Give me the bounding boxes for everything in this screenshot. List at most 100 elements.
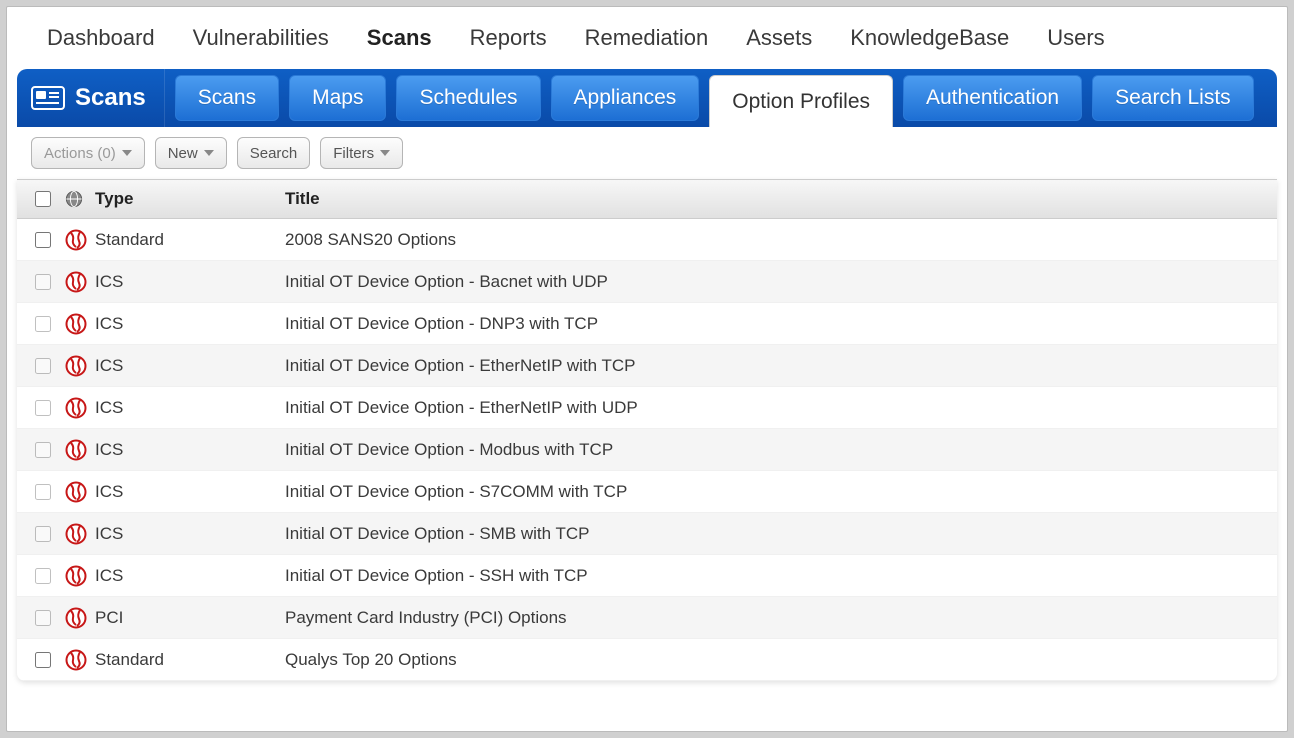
topnav-item-users[interactable]: Users bbox=[1047, 25, 1104, 51]
row-checkbox-cell bbox=[31, 397, 65, 419]
actions-label: Actions (0) bbox=[44, 145, 116, 162]
row-checkbox[interactable] bbox=[35, 568, 51, 584]
row-checkbox[interactable] bbox=[35, 232, 51, 248]
globe-icon bbox=[65, 607, 87, 629]
row-icon-cell bbox=[65, 355, 95, 377]
row-type: ICS bbox=[95, 272, 285, 292]
globe-icon bbox=[65, 190, 83, 208]
row-checkbox[interactable] bbox=[35, 358, 51, 374]
table-row[interactable]: Standard 2008 SANS20 Options bbox=[17, 219, 1277, 261]
table-row[interactable]: ICS Initial OT Device Option - S7COMM wi… bbox=[17, 471, 1277, 513]
topnav-item-vulnerabilities[interactable]: Vulnerabilities bbox=[193, 25, 329, 51]
row-checkbox[interactable] bbox=[35, 274, 51, 290]
row-title: Initial OT Device Option - DNP3 with TCP bbox=[285, 314, 1277, 334]
row-icon-cell bbox=[65, 649, 95, 671]
table-row[interactable]: ICS Initial OT Device Option - EtherNetI… bbox=[17, 387, 1277, 429]
table-row[interactable]: ICS Initial OT Device Option - DNP3 with… bbox=[17, 303, 1277, 345]
row-title: Initial OT Device Option - SMB with TCP bbox=[285, 524, 1277, 544]
table-row[interactable]: ICS Initial OT Device Option - EtherNetI… bbox=[17, 345, 1277, 387]
globe-icon bbox=[65, 649, 87, 671]
top-nav: Dashboard Vulnerabilities Scans Reports Reme… bbox=[7, 7, 1287, 69]
new-label: New bbox=[168, 145, 198, 162]
row-checkbox-cell bbox=[31, 649, 65, 671]
tab-option-profiles[interactable]: Option Profiles bbox=[709, 75, 893, 127]
row-checkbox[interactable] bbox=[35, 400, 51, 416]
globe-icon bbox=[65, 229, 87, 251]
search-label: Search bbox=[250, 145, 298, 162]
header-checkbox-cell bbox=[31, 188, 65, 210]
row-checkbox-cell bbox=[31, 313, 65, 335]
topnav-item-remediation[interactable]: Remediation bbox=[585, 25, 709, 51]
filters-label: Filters bbox=[333, 145, 374, 162]
row-checkbox[interactable] bbox=[35, 442, 51, 458]
globe-icon bbox=[65, 481, 87, 503]
globe-icon bbox=[65, 355, 87, 377]
select-all-checkbox[interactable] bbox=[35, 191, 51, 207]
header-title[interactable]: Title bbox=[285, 189, 1277, 209]
row-title: Initial OT Device Option - EtherNetIP wi… bbox=[285, 356, 1277, 376]
toolbar: Actions (0) New Search Filters bbox=[17, 127, 1277, 179]
row-title: Initial OT Device Option - EtherNetIP wi… bbox=[285, 398, 1277, 418]
search-button[interactable]: Search bbox=[237, 137, 311, 169]
row-icon-cell bbox=[65, 565, 95, 587]
topnav-item-dashboard[interactable]: Dashboard bbox=[47, 25, 155, 51]
row-title: Initial OT Device Option - SSH with TCP bbox=[285, 566, 1277, 586]
row-checkbox[interactable] bbox=[35, 610, 51, 626]
scans-icon bbox=[31, 84, 65, 112]
row-icon-cell bbox=[65, 271, 95, 293]
row-title: Initial OT Device Option - Bacnet with U… bbox=[285, 272, 1277, 292]
table-row[interactable]: ICS Initial OT Device Option - Bacnet wi… bbox=[17, 261, 1277, 303]
row-icon-cell bbox=[65, 439, 95, 461]
row-type: ICS bbox=[95, 314, 285, 334]
topnav-item-scans[interactable]: Scans bbox=[367, 25, 432, 51]
topnav-item-assets[interactable]: Assets bbox=[746, 25, 812, 51]
row-checkbox[interactable] bbox=[35, 652, 51, 668]
row-checkbox[interactable] bbox=[35, 316, 51, 332]
tab-maps[interactable]: Maps bbox=[289, 75, 386, 121]
table-row[interactable]: PCI Payment Card Industry (PCI) Options bbox=[17, 597, 1277, 639]
filters-button[interactable]: Filters bbox=[320, 137, 403, 169]
row-checkbox-cell bbox=[31, 355, 65, 377]
tab-search-lists[interactable]: Search Lists bbox=[1092, 75, 1254, 121]
row-type: Standard bbox=[95, 650, 285, 670]
subnav-wrap: Scans ScansMapsSchedulesAppliancesOption… bbox=[17, 69, 1277, 127]
table-row[interactable]: ICS Initial OT Device Option - SMB with … bbox=[17, 513, 1277, 555]
row-icon-cell bbox=[65, 229, 95, 251]
row-type: Standard bbox=[95, 230, 285, 250]
topnav-item-knowledgebase[interactable]: KnowledgeBase bbox=[850, 25, 1009, 51]
globe-icon bbox=[65, 565, 87, 587]
row-icon-cell bbox=[65, 313, 95, 335]
tab-authentication[interactable]: Authentication bbox=[903, 75, 1082, 121]
chevron-down-icon bbox=[122, 150, 132, 156]
row-type: ICS bbox=[95, 566, 285, 586]
option-profiles-table: Type Title Standard 2008 SANS20 Options … bbox=[17, 179, 1277, 681]
new-button[interactable]: New bbox=[155, 137, 227, 169]
globe-icon bbox=[65, 271, 87, 293]
row-title: Initial OT Device Option - Modbus with T… bbox=[285, 440, 1277, 460]
table-row[interactable]: Standard Qualys Top 20 Options bbox=[17, 639, 1277, 681]
table-row[interactable]: ICS Initial OT Device Option - SSH with … bbox=[17, 555, 1277, 597]
actions-button[interactable]: Actions (0) bbox=[31, 137, 145, 169]
subnav-title-label: Scans bbox=[75, 84, 146, 112]
globe-icon bbox=[65, 397, 87, 419]
table-body: Standard 2008 SANS20 Options ICS Initial… bbox=[17, 219, 1277, 681]
subnav-title: Scans bbox=[17, 69, 165, 127]
topnav-item-reports[interactable]: Reports bbox=[470, 25, 547, 51]
header-icon-cell bbox=[65, 190, 95, 208]
tab-appliances[interactable]: Appliances bbox=[551, 75, 700, 121]
chevron-down-icon bbox=[204, 150, 214, 156]
table-row[interactable]: ICS Initial OT Device Option - Modbus wi… bbox=[17, 429, 1277, 471]
row-checkbox-cell bbox=[31, 523, 65, 545]
globe-icon bbox=[65, 439, 87, 461]
globe-icon bbox=[65, 313, 87, 335]
row-type: PCI bbox=[95, 608, 285, 628]
header-type[interactable]: Type bbox=[95, 189, 285, 209]
row-checkbox[interactable] bbox=[35, 526, 51, 542]
row-type: ICS bbox=[95, 482, 285, 502]
row-icon-cell bbox=[65, 523, 95, 545]
tab-scans[interactable]: Scans bbox=[175, 75, 279, 121]
chevron-down-icon bbox=[380, 150, 390, 156]
row-checkbox[interactable] bbox=[35, 484, 51, 500]
tab-schedules[interactable]: Schedules bbox=[396, 75, 540, 121]
row-checkbox-cell bbox=[31, 439, 65, 461]
